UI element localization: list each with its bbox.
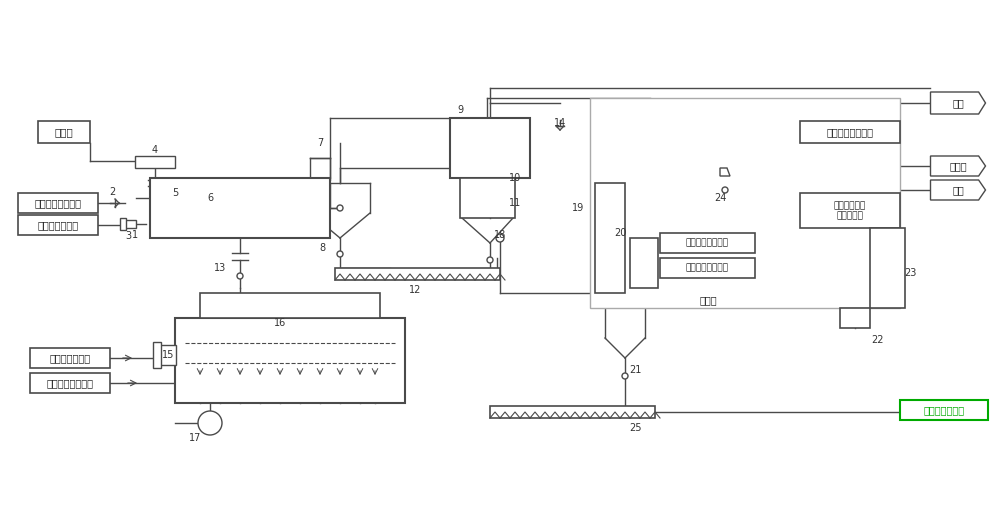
Text: 成品去冷却工序: 成品去冷却工序 [923,405,965,415]
Text: 工艺空气来自大气: 工艺空气来自大气 [46,378,94,388]
Text: 18: 18 [494,230,506,240]
Circle shape [622,373,628,379]
Text: 6: 6 [207,193,213,203]
Text: 25: 25 [629,423,641,433]
Bar [200,293,380,318]
Polygon shape [930,180,986,200]
Circle shape [496,234,504,242]
Bar [335,268,500,280]
Text: 冷却水: 冷却水 [700,295,718,305]
Bar [158,345,176,365]
Bar [162,196,174,206]
Text: 1: 1 [132,230,138,240]
Text: 8: 8 [319,243,325,253]
Text: 去裂解气回收装置: 去裂解气回收装置 [686,238,728,248]
Circle shape [337,205,343,211]
Bar [900,400,988,420]
Text: 15: 15 [162,350,174,360]
Text: 2: 2 [109,187,115,197]
Circle shape [487,257,493,263]
Bar [870,228,905,308]
Text: 热源来自挥发分: 热源来自挥发分 [49,353,91,363]
Bar [30,373,110,393]
Polygon shape [720,168,730,176]
Text: 14: 14 [554,118,566,128]
Bar [800,193,900,228]
Bar [800,121,900,143]
Bar [660,233,755,253]
Bar [153,342,161,368]
Text: 17: 17 [189,433,201,443]
Bar [135,156,175,168]
Text: 湿物料: 湿物料 [55,127,73,137]
Bar [18,193,98,213]
Text: 19: 19 [572,203,584,213]
Text: 12: 12 [409,285,421,295]
Text: 排空: 排空 [952,98,964,108]
Bar [450,118,530,178]
Text: 9: 9 [457,105,463,115]
Text: 10: 10 [509,173,521,183]
Polygon shape [930,156,986,176]
Text: 工艺空气来自大气: 工艺空气来自大气 [826,127,874,137]
Circle shape [722,187,728,193]
Text: 13: 13 [214,263,226,273]
Circle shape [237,273,243,279]
Text: 7: 7 [317,138,323,148]
Bar [150,178,330,238]
Text: 热源来自挥发分: 热源来自挥发分 [37,220,79,230]
Circle shape [337,251,343,257]
Text: 16: 16 [274,318,286,328]
Bar [460,178,515,218]
Text: 11: 11 [509,198,521,208]
Bar [590,98,900,308]
Text: 排空: 排空 [952,185,964,195]
Text: 5: 5 [172,188,178,198]
Text: 工艺空气来自大气: 工艺空气来自大气 [34,198,82,208]
Text: 20: 20 [614,228,626,238]
Bar [30,348,110,368]
Bar [630,238,658,288]
Text: 去裂解气回收装置: 去裂解气回收装置 [686,264,728,272]
Bar [120,218,126,230]
Text: 21: 21 [629,365,641,375]
Text: 4: 4 [152,145,158,155]
Text: 22: 22 [872,335,884,345]
Text: 作为干燥机及
焼烧炉热源: 作为干燥机及 焼烧炉热源 [834,201,866,221]
Polygon shape [930,92,986,114]
Bar [490,406,655,418]
Bar [660,258,755,278]
Circle shape [198,411,222,435]
Bar [18,215,98,235]
Text: 去管网: 去管网 [949,161,967,171]
Bar [38,121,90,143]
Bar [124,220,136,228]
Text: 23: 23 [904,268,916,278]
Text: 3: 3 [125,231,131,241]
Bar [595,183,625,293]
Bar [175,318,405,403]
Bar [840,308,870,328]
Text: 24: 24 [714,193,726,203]
